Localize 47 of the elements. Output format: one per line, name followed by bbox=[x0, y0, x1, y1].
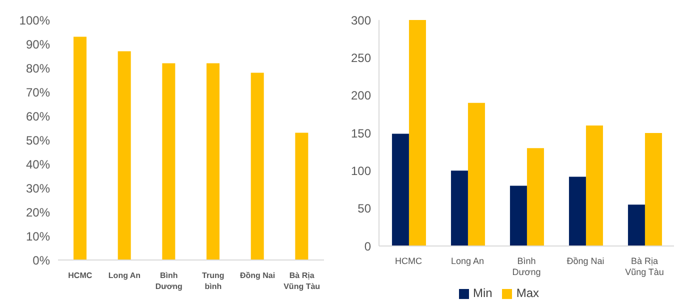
bar bbox=[586, 125, 603, 246]
y-tick-label: 60% bbox=[26, 109, 50, 124]
x-tick-label: HCMC bbox=[395, 256, 422, 266]
x-tick-label: Đồng Nai bbox=[240, 271, 276, 280]
y-tick-label: 50 bbox=[358, 202, 372, 216]
y-tick-label: 250 bbox=[350, 50, 372, 65]
x-tick-label: HCMC bbox=[68, 271, 92, 280]
x-tick-label: Long An bbox=[108, 271, 141, 280]
y-tick-label: 100 bbox=[350, 164, 372, 178]
y-tick-label: 150 bbox=[350, 126, 372, 140]
legend-label: Min bbox=[472, 286, 492, 300]
bar bbox=[162, 63, 176, 260]
y-tick-label: 20% bbox=[26, 205, 50, 220]
y-tick-label: 0% bbox=[32, 253, 50, 268]
x-tick-label: Bà Rịa Vũng Tàu bbox=[284, 271, 320, 291]
y-tick-label: 30% bbox=[26, 181, 50, 196]
bar bbox=[510, 186, 527, 246]
x-tick-label: Bình Dương bbox=[155, 271, 182, 291]
y-tick-label: 0 bbox=[364, 239, 372, 254]
bar bbox=[118, 51, 131, 260]
x-tick-label: Trung bình bbox=[202, 271, 224, 291]
bar bbox=[408, 20, 426, 246]
y-tick-label: 100% bbox=[19, 13, 50, 28]
bar bbox=[206, 63, 220, 260]
y-tick-label: 70% bbox=[26, 85, 50, 100]
bar bbox=[628, 204, 645, 246]
x-tick-label: Bình Dương bbox=[512, 256, 541, 277]
y-tick-label: 300 bbox=[350, 13, 372, 28]
y-tick-label: 50% bbox=[26, 133, 50, 148]
y-tick-label: 10% bbox=[26, 229, 50, 244]
bar bbox=[468, 102, 485, 246]
y-tick-label: 40% bbox=[26, 157, 50, 172]
bar bbox=[74, 36, 87, 260]
bar bbox=[526, 148, 544, 246]
x-tick-label: Long An bbox=[450, 256, 484, 266]
x-tick-label: Bà Rịa Vũng Tàu bbox=[625, 256, 664, 277]
y-tick-label: 90% bbox=[26, 37, 50, 52]
bar bbox=[250, 72, 264, 260]
bar bbox=[568, 176, 586, 246]
legend-label: Max bbox=[516, 286, 539, 300]
bar bbox=[295, 132, 308, 260]
bar bbox=[450, 170, 468, 246]
y-tick-label: 200 bbox=[350, 88, 372, 103]
y-tick-label: 80% bbox=[26, 61, 50, 76]
x-tick-label: Đồng Nai bbox=[566, 256, 604, 266]
bar bbox=[392, 134, 409, 246]
bar bbox=[644, 133, 662, 246]
